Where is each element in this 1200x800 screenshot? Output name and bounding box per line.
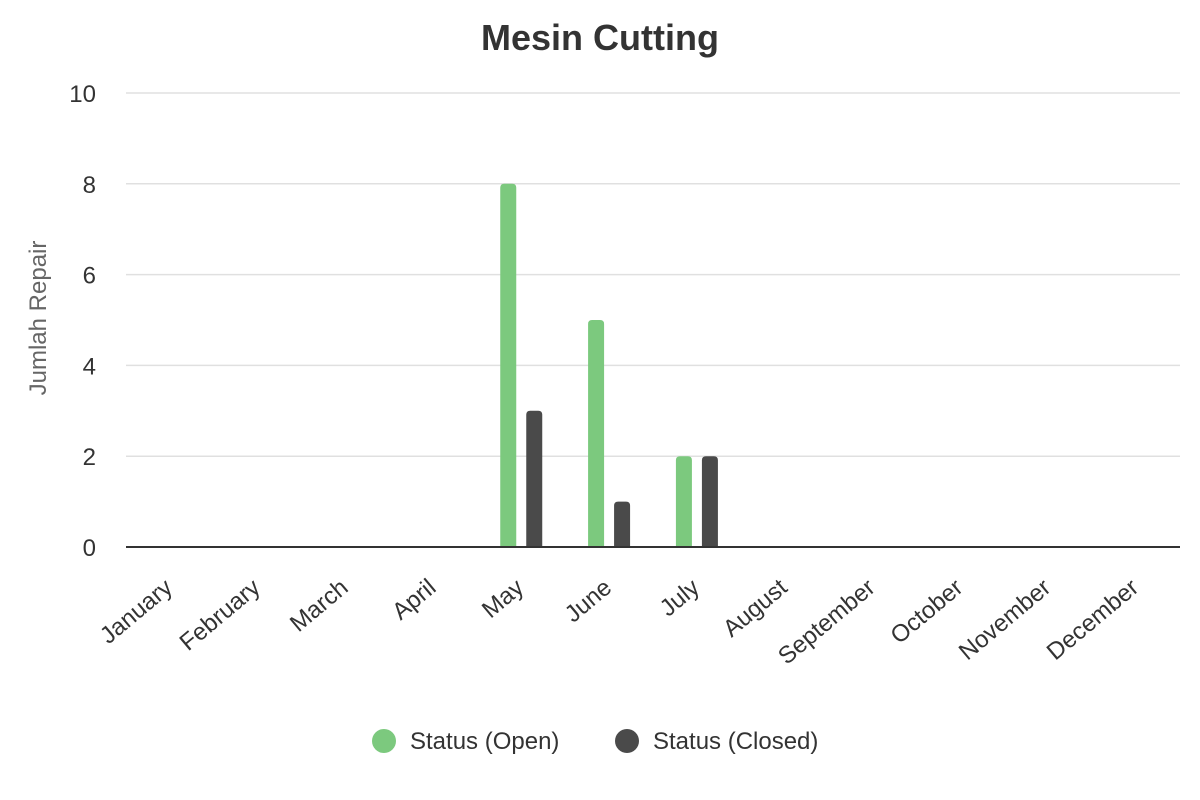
legend-label: Status (Closed) <box>653 728 818 755</box>
x-tick-label: February <box>175 574 266 656</box>
chart-title: Mesin Cutting <box>481 17 719 58</box>
legend-item-open[interactable]: Status (Open) <box>372 728 559 755</box>
y-axis-label: Jumlah Repair <box>25 241 52 396</box>
bar-open-may[interactable] <box>500 183 517 548</box>
y-tick-label: 10 <box>69 81 96 108</box>
bars <box>500 183 718 548</box>
y-tick-label: 6 <box>83 263 96 290</box>
bar-closed-july[interactable] <box>701 456 718 547</box>
legend-item-closed[interactable]: Status (Closed) <box>615 728 818 755</box>
bar-open-july[interactable] <box>675 456 692 547</box>
x-tick-label: May <box>477 574 529 624</box>
x-tick-label: August <box>718 574 793 643</box>
y-tick-label: 8 <box>83 172 96 199</box>
x-tick-label: July <box>655 574 705 622</box>
y-tick-label: 0 <box>83 535 96 562</box>
x-tick-label: January <box>95 574 178 650</box>
legend-label: Status (Open) <box>410 728 559 755</box>
y-axis-ticks: 0 2 4 6 8 10 <box>69 81 96 562</box>
x-tick-label: December <box>1042 574 1144 666</box>
bar-closed-may[interactable] <box>526 410 543 547</box>
legend-swatch <box>615 729 639 753</box>
x-tick-label: March <box>285 574 353 638</box>
x-tick-label: November <box>954 574 1056 666</box>
y-tick-label: 2 <box>83 444 96 471</box>
bar-closed-june[interactable] <box>614 501 631 547</box>
x-tick-label: June <box>560 574 617 628</box>
x-tick-label: October <box>886 574 969 650</box>
y-tick-label: 4 <box>83 353 96 380</box>
x-tick-label: April <box>387 574 441 626</box>
legend-swatch <box>372 729 396 753</box>
legend[interactable]: Status (Open) Status (Closed) <box>372 728 818 755</box>
grid-lines <box>126 92 1180 457</box>
bar-open-june[interactable] <box>588 320 605 547</box>
x-tick-label: September <box>773 574 880 670</box>
